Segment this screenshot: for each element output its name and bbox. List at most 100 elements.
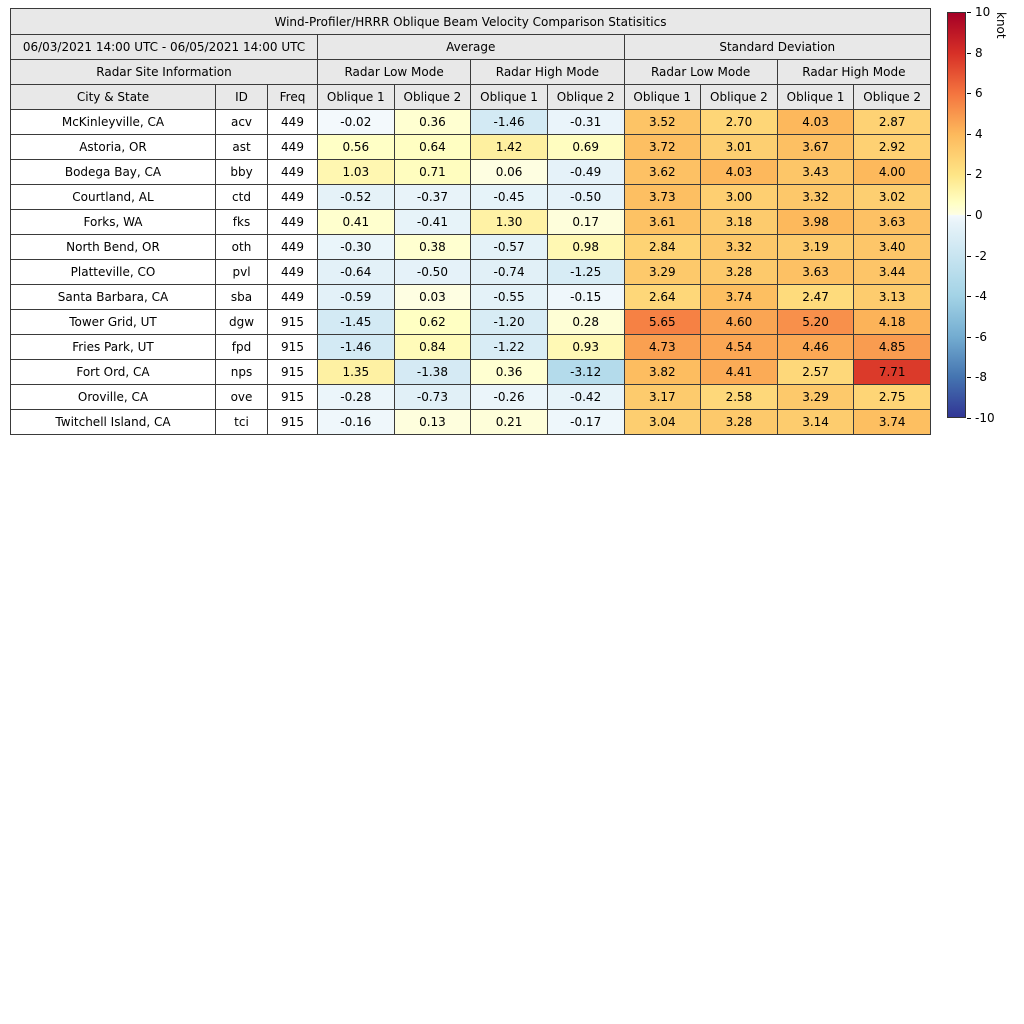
value-cell: 2.75 bbox=[853, 384, 931, 410]
colorbar-tick bbox=[967, 256, 971, 257]
mode-header-avg-low: Radar Low Mode bbox=[316, 59, 472, 85]
freq-cell: 449 bbox=[267, 259, 318, 285]
freq-cell: 915 bbox=[267, 409, 318, 435]
mode-header-std-high: Radar High Mode bbox=[776, 59, 932, 85]
value-cell: -0.02 bbox=[317, 109, 395, 135]
site-id-cell: bby bbox=[215, 159, 268, 185]
value-cell: 3.40 bbox=[853, 234, 931, 260]
value-cell: 4.03 bbox=[700, 159, 778, 185]
value-cell: -0.50 bbox=[546, 184, 625, 210]
city-state-cell: Tower Grid, UT bbox=[10, 309, 216, 335]
value-cell: 4.03 bbox=[776, 109, 855, 135]
chart-title: Wind-Profiler/HRRR Oblique Beam Velocity… bbox=[10, 8, 931, 35]
value-cell: -0.17 bbox=[546, 409, 625, 435]
table-row: McKinleyville, CA acv 449 -0.02 0.36 -1.46 -0.… bbox=[10, 109, 931, 135]
value-cell: -1.22 bbox=[470, 334, 548, 360]
mode-header-std-low: Radar Low Mode bbox=[623, 59, 778, 85]
column-header-8: Oblique 2 bbox=[700, 84, 778, 110]
column-header-2: Freq bbox=[267, 84, 318, 110]
value-cell: -0.73 bbox=[393, 384, 472, 410]
colorbar-tick-label: 0 bbox=[975, 208, 983, 222]
column-header-9: Oblique 1 bbox=[776, 84, 855, 110]
column-header-3: Oblique 1 bbox=[317, 84, 395, 110]
value-cell: -0.16 bbox=[317, 409, 395, 435]
value-cell: 3.43 bbox=[776, 159, 855, 185]
value-cell: 1.30 bbox=[470, 209, 548, 235]
table-row: Fort Ord, CA nps 915 1.35 -1.38 0.36 -3.12 3.82… bbox=[10, 359, 931, 385]
value-cell: 0.84 bbox=[393, 334, 472, 360]
site-id-cell: fks bbox=[215, 209, 268, 235]
date-range-header: 06/03/2021 14:00 UTC - 06/05/2021 14:00 … bbox=[10, 34, 318, 60]
value-cell: 0.64 bbox=[393, 134, 472, 160]
column-header-10: Oblique 2 bbox=[853, 84, 931, 110]
table-row: Astoria, OR ast 449 0.56 0.64 1.42 0.69 3.72 3.0… bbox=[10, 134, 931, 160]
freq-cell: 915 bbox=[267, 309, 318, 335]
value-cell: 2.92 bbox=[853, 134, 931, 160]
value-cell: 2.58 bbox=[700, 384, 778, 410]
title-row: Wind-Profiler/HRRR Oblique Beam Velocity… bbox=[10, 8, 931, 35]
table-row: Twitchell Island, CA tci 915 -0.16 0.13 0.21-… bbox=[10, 409, 931, 435]
colorbar-tick bbox=[967, 337, 971, 338]
value-cell: 0.36 bbox=[470, 359, 548, 385]
colorbar-tick-label: -2 bbox=[975, 249, 987, 263]
value-cell: -3.12 bbox=[546, 359, 625, 385]
value-cell: -1.25 bbox=[546, 259, 625, 285]
value-cell: -0.31 bbox=[546, 109, 625, 135]
value-cell: -0.55 bbox=[470, 284, 548, 310]
value-cell: 2.87 bbox=[853, 109, 931, 135]
freq-cell: 449 bbox=[267, 109, 318, 135]
site-id-cell: acv bbox=[215, 109, 268, 135]
value-cell: 0.71 bbox=[393, 159, 472, 185]
city-state-cell: Fort Ord, CA bbox=[10, 359, 216, 385]
value-cell: -0.59 bbox=[317, 284, 395, 310]
table-row: Santa Barbara, CA sba 449 -0.59 0.03 -0.55 -0.… bbox=[10, 284, 931, 310]
value-cell: 3.17 bbox=[623, 384, 702, 410]
site-id-cell: pvl bbox=[215, 259, 268, 285]
value-cell: 3.04 bbox=[623, 409, 702, 435]
column-header-5: Oblique 1 bbox=[470, 84, 548, 110]
value-cell: -1.38 bbox=[393, 359, 472, 385]
colorbar-ticks: 10 8 6 4 2 0 -2 -4 -6 -8 -10 bbox=[947, 6, 1007, 424]
value-cell: -1.20 bbox=[470, 309, 548, 335]
value-cell: 3.52 bbox=[623, 109, 702, 135]
value-cell: 0.41 bbox=[317, 209, 395, 235]
value-cell: 2.47 bbox=[776, 284, 855, 310]
freq-cell: 449 bbox=[267, 209, 318, 235]
value-cell: 3.01 bbox=[700, 134, 778, 160]
value-cell: 4.41 bbox=[700, 359, 778, 385]
freq-cell: 915 bbox=[267, 359, 318, 385]
table-row: Platteville, CO pvl 449 -0.64 -0.50 -0.74 -1.2… bbox=[10, 259, 931, 285]
group-header-row: 06/03/2021 14:00 UTC - 06/05/2021 14:00 … bbox=[10, 34, 931, 60]
colorbar-tick bbox=[967, 134, 971, 135]
value-cell: 5.20 bbox=[776, 309, 855, 335]
column-header-0: City & State bbox=[10, 84, 216, 110]
value-cell: 3.73 bbox=[623, 184, 702, 210]
value-cell: -0.37 bbox=[393, 184, 472, 210]
city-state-cell: Oroville, CA bbox=[10, 384, 216, 410]
value-cell: 2.57 bbox=[776, 359, 855, 385]
value-cell: -0.50 bbox=[393, 259, 472, 285]
value-cell: 3.82 bbox=[623, 359, 702, 385]
value-cell: 3.74 bbox=[853, 409, 931, 435]
stats-table: Wind-Profiler/HRRR Oblique Beam Velocity… bbox=[10, 8, 932, 435]
value-cell: -0.57 bbox=[470, 234, 548, 260]
stat-group-header-average: Average bbox=[317, 34, 625, 60]
value-cell: 4.00 bbox=[853, 159, 931, 185]
table-row: Forks, WA fks 449 0.41 -0.41 1.30 0.17 3.61 3.18… bbox=[10, 209, 931, 235]
value-cell: 5.65 bbox=[623, 309, 702, 335]
value-cell: 0.93 bbox=[546, 334, 625, 360]
city-state-cell: Fries Park, UT bbox=[10, 334, 216, 360]
value-cell: 2.64 bbox=[623, 284, 702, 310]
value-cell: 3.74 bbox=[700, 284, 778, 310]
value-cell: 0.17 bbox=[546, 209, 625, 235]
colorbar-tick bbox=[967, 174, 971, 175]
colorbar-tick-label: -4 bbox=[975, 289, 987, 303]
column-header-1: ID bbox=[215, 84, 268, 110]
value-cell: -0.49 bbox=[546, 159, 625, 185]
freq-cell: 449 bbox=[267, 159, 318, 185]
column-header-4: Oblique 2 bbox=[393, 84, 472, 110]
value-cell: 3.32 bbox=[776, 184, 855, 210]
value-cell: 3.29 bbox=[623, 259, 702, 285]
site-id-cell: oth bbox=[215, 234, 268, 260]
value-cell: 0.98 bbox=[546, 234, 625, 260]
